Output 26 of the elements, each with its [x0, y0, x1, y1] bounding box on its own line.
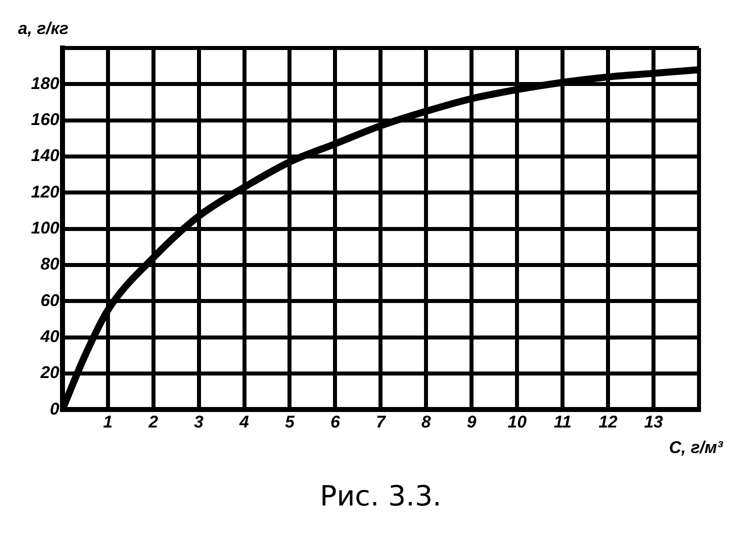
- x-tick-label: 2: [148, 412, 159, 432]
- x-tick-label: 1: [103, 412, 113, 432]
- x-tick-label: 4: [238, 412, 250, 432]
- x-tick-label: 6: [330, 412, 340, 432]
- y-axis-title: a, г/кг: [18, 19, 68, 38]
- x-tick-label: 8: [421, 412, 432, 432]
- x-axis-title: C, г/м³: [669, 438, 724, 458]
- x-tick-label: 11: [554, 412, 572, 432]
- y-tick-label: 60: [40, 290, 60, 310]
- y-tick-label: 20: [39, 363, 60, 382]
- text: Рис. 3.3.: [320, 479, 442, 512]
- y-tick-label: 100: [30, 218, 60, 238]
- y-tick-label: 80: [40, 254, 60, 274]
- x-tick-label: 13: [644, 412, 664, 432]
- y-tick-label: 140: [30, 146, 60, 166]
- x-tick-label: 9: [466, 412, 477, 432]
- x-tick-label: 5: [285, 412, 295, 432]
- x-tick-label: 7: [376, 412, 387, 432]
- y-tick-label: 120: [30, 182, 60, 202]
- y-tick-label: 0: [50, 399, 60, 418]
- x-tick-label: 12: [598, 412, 618, 432]
- y-tick-label: 40: [39, 326, 60, 346]
- x-tick-label: 10: [508, 412, 528, 432]
- y-tick-label: 160: [30, 110, 60, 130]
- y-tick-label: 180: [30, 74, 60, 93]
- x-tick-label: 3: [194, 412, 204, 432]
